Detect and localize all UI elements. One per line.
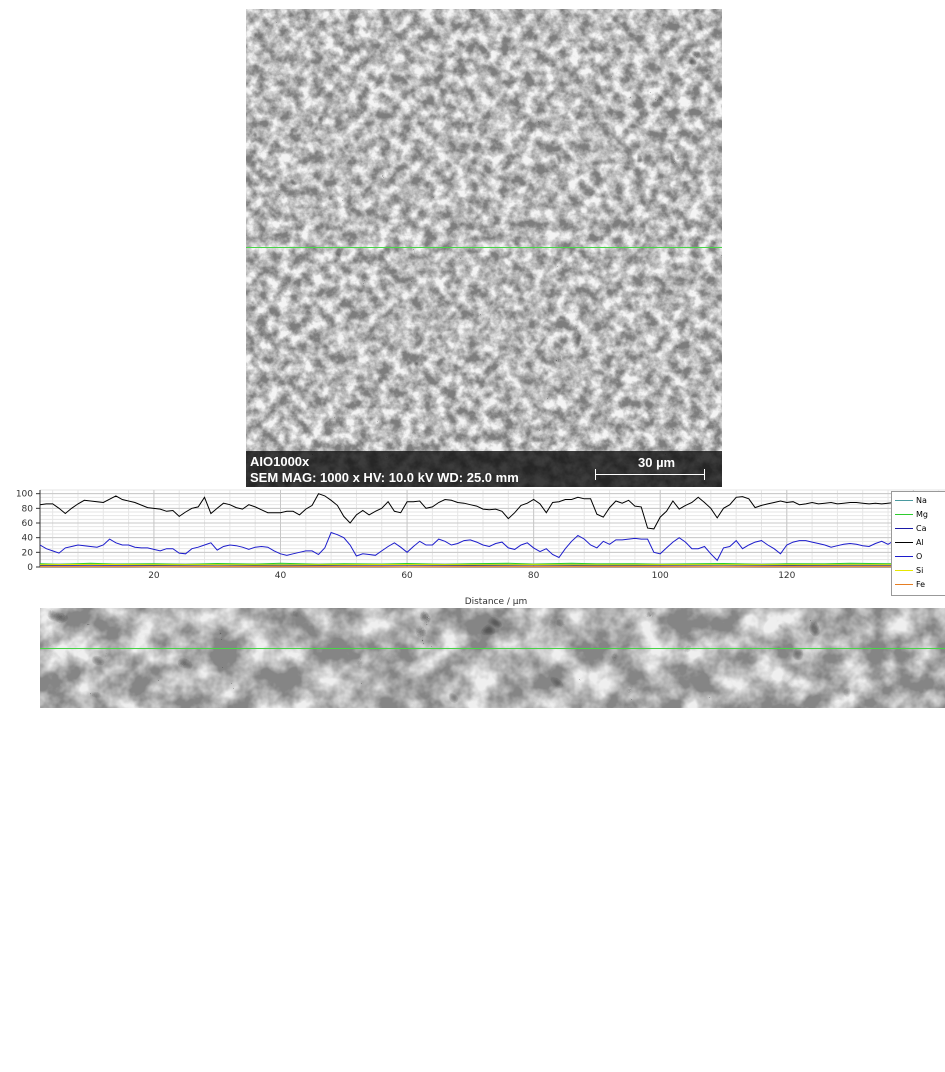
y-tick-label: 60 [22, 519, 34, 529]
legend-swatch [895, 584, 913, 585]
x-tick-label: 40 [275, 571, 287, 581]
legend-label: Na [916, 496, 927, 505]
legend-item-si: Si [892, 565, 945, 576]
series-line-o [39, 531, 945, 562]
legend-swatch [895, 542, 913, 543]
sem-texture [246, 9, 722, 487]
legend-label: Ca [916, 524, 927, 533]
axes: 20406080100120140020406080100 [16, 490, 945, 581]
x-tick-label: 20 [148, 571, 160, 581]
legend-item-o: O [892, 551, 945, 562]
x-axis-label: Distance / µm [465, 597, 528, 607]
series-line-ca [39, 564, 945, 567]
y-tick-label: 80 [22, 504, 34, 514]
legend-label: Si [916, 566, 924, 575]
legend-item-mg: Mg [892, 509, 945, 520]
y-tick-label: 0 [27, 563, 33, 573]
strip-texture [40, 608, 945, 708]
legend-swatch [895, 528, 913, 529]
legend-item-ca: Ca [892, 523, 945, 534]
y-tick-label: 20 [22, 548, 34, 558]
legend-item-fe: Fe [892, 579, 945, 590]
x-tick-label: 100 [652, 571, 669, 581]
legend: Na Mg Ca Al O Si Fe [891, 491, 945, 596]
x-tick-label: 120 [778, 571, 795, 581]
legend-swatch [895, 570, 913, 571]
legend-label: Fe [916, 580, 926, 589]
legend-swatch [895, 556, 913, 557]
sem-parameters: SEM MAG: 1000 x HV: 10.0 kV WD: 25.0 mm [250, 470, 519, 485]
legend-swatch [895, 500, 913, 501]
series-group [39, 493, 945, 568]
x-tick-label: 80 [528, 571, 540, 581]
legend-label: Al [916, 538, 924, 547]
legend-swatch [895, 514, 913, 515]
legend-label: Mg [916, 510, 928, 519]
sem-sample-label: AIO1000x [250, 454, 310, 469]
grid [40, 489, 945, 568]
series-line-al [39, 493, 945, 530]
y-tick-label: 40 [22, 534, 34, 544]
scale-bar [595, 469, 705, 480]
sem-info-bar: AIO1000x SEM MAG: 1000 x HV: 10.0 kV WD:… [246, 451, 722, 487]
scale-bar-label: 30 µm [638, 455, 676, 470]
y-tick-label: 100 [16, 490, 33, 500]
legend-item-na: Na [892, 495, 945, 506]
linescan-chart: 20406080100120140020406080100 Distance /… [16, 489, 945, 607]
x-tick-label: 60 [401, 571, 413, 581]
scan-line [246, 247, 722, 248]
sem-strip-image [40, 608, 945, 708]
series-line-si [39, 563, 945, 566]
legend-label: O [916, 552, 923, 561]
sem-micrograph: AIO1000x SEM MAG: 1000 x HV: 10.0 kV WD:… [246, 9, 722, 487]
legend-item-al: Al [892, 537, 945, 548]
strip-scan-line [40, 648, 945, 649]
